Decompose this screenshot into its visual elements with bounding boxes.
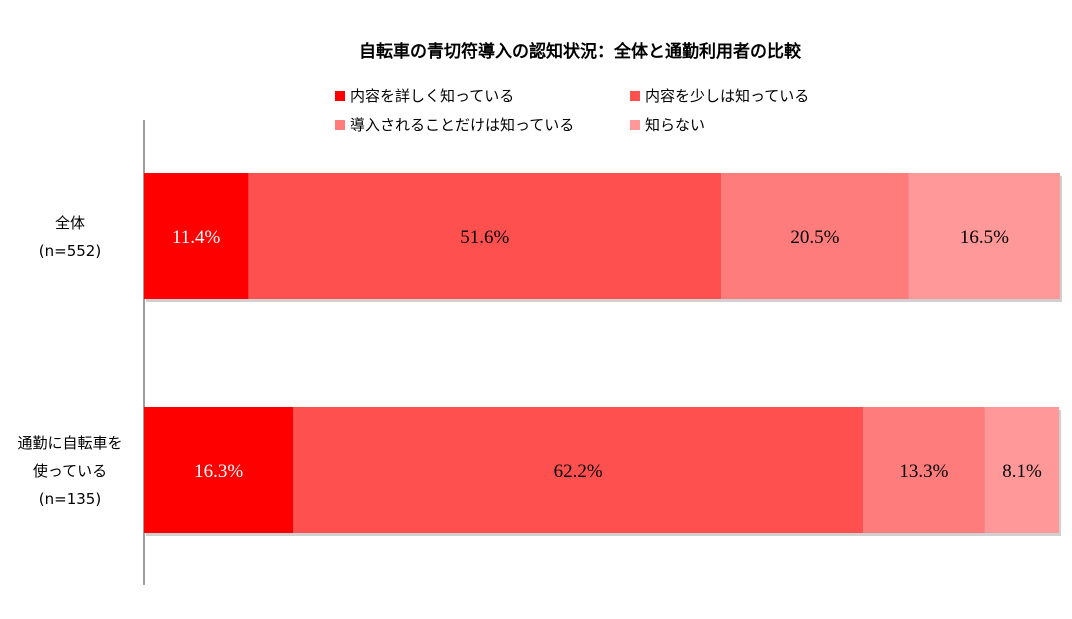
legend-label: 内容を詳しく知っている	[350, 87, 514, 105]
data-label: 16.5%	[960, 227, 1009, 248]
bar-segment	[248, 173, 722, 299]
category-label: 使っている	[33, 462, 107, 480]
legend-label: 知らない	[645, 116, 705, 134]
data-label: 20.5%	[790, 227, 839, 248]
legend-label: 内容を少しは知っている	[645, 87, 809, 105]
bars: 11.4% 51.6% 20.5% 16.5% 16.3% 62.2% 13.3% 8.1%	[144, 173, 1062, 536]
legend-swatch	[335, 91, 345, 101]
bar-segment	[293, 407, 864, 533]
data-label: 13.3%	[899, 461, 948, 482]
chart-title: 自転車の青切符導入の認知状況：全体と通勤利用者の比較	[359, 41, 802, 62]
category-label: 全体	[55, 214, 85, 232]
category-label: (n=552)	[39, 242, 101, 260]
legend-label: 導入されることだけは知っている	[350, 116, 574, 134]
legend-swatch	[630, 91, 640, 101]
legend-swatch	[335, 120, 345, 130]
data-label: 62.2%	[554, 461, 603, 482]
data-label: 51.6%	[460, 227, 509, 248]
category-label: (n=135)	[39, 490, 101, 508]
bar-segment	[144, 173, 249, 299]
data-label: 8.1%	[1002, 461, 1042, 482]
bar-segment	[144, 407, 294, 533]
data-label: 11.4%	[172, 227, 221, 248]
legend-swatch	[630, 120, 640, 130]
data-label: 16.3%	[194, 461, 243, 482]
bar-segment	[721, 173, 909, 299]
bar-segment	[984, 407, 1060, 533]
bar-segment	[908, 173, 1060, 299]
bar-segment	[863, 407, 985, 533]
category-label: 通勤に自転車を	[17, 434, 122, 452]
